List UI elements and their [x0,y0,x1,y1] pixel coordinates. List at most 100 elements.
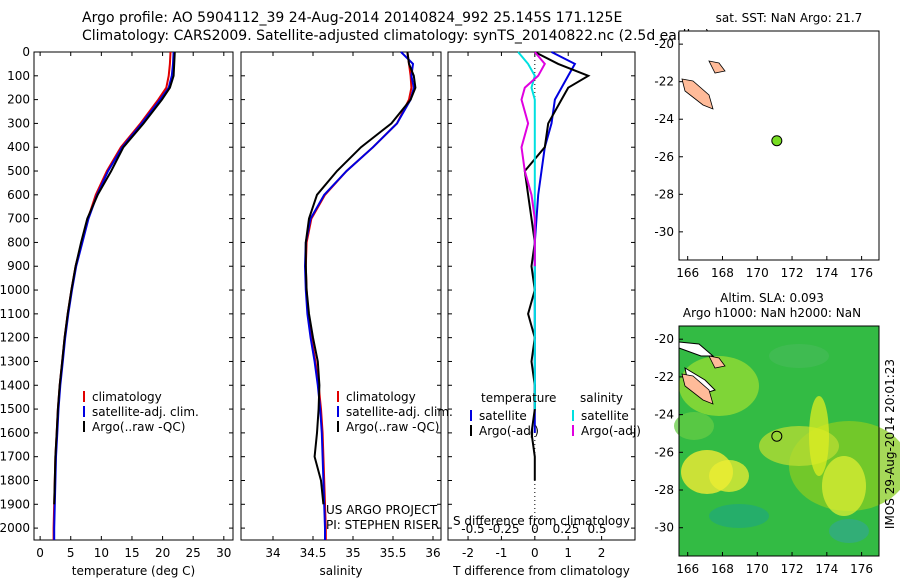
sst-title: sat. SST: NaN Argo: 21.7 [716,11,863,25]
map-frame [678,30,880,261]
argo-position-marker [771,430,783,442]
argo-height-title: Argo h1000: NaN h2000: NaN [683,306,861,320]
depth-tick-label: 500 [7,164,30,178]
map-x-tick-label: 168 [711,562,734,576]
x-tick-label: -2 [462,546,474,560]
depth-tick-label: 1600 [0,426,30,440]
anomaly-patch [829,519,869,543]
legend-label: climatology [92,390,162,404]
depth-tick-label: 1900 [0,497,30,511]
project-annotation: US ARGO PROJECT [326,503,438,517]
salinity-diff-tick-label: 0 [531,522,539,536]
profile-title: Argo profile: AO 5904112_39 24-Aug-2014 … [82,10,623,26]
panel-frame [33,51,234,541]
depth-tick-label: 1800 [0,473,30,487]
depth-tick-label: 1200 [0,331,30,345]
anomaly-patch [709,460,749,492]
panel-frame [447,51,636,541]
x-axis-label: T difference from climatology [452,564,630,578]
depth-tick-label: 1300 [0,354,30,368]
map-y-tick-label: -28 [654,187,674,201]
legend-label: Argo(-adj) [479,424,539,438]
map-frame [678,325,880,557]
x-tick-label: 30 [216,546,231,560]
depth-tick-label: 1500 [0,402,30,416]
depth-tick-label: 1700 [0,450,30,464]
x-tick-label: 1 [564,546,572,560]
x-tick-label: 20 [155,546,170,560]
salinity-diff-tick-label: -0.5 [461,522,484,536]
salinity-diff-tick-label: 0.25 [553,522,580,536]
depth-tick-label: 200 [7,93,30,107]
map-x-tick-label: 166 [676,266,699,280]
depth-tick-label: 900 [7,259,30,273]
legend-title: salinity [580,391,623,405]
depth-tick-label: 800 [7,235,30,249]
legend-label: satellite-adj. clim. [346,405,453,419]
depth-tick-label: 0 [22,45,30,59]
map-x-tick-label: 172 [781,266,804,280]
map-y-tick-label: -28 [654,483,674,497]
x-tick-label: 5 [67,546,75,560]
x-tick-label: 2 [598,546,606,560]
series-line [517,51,536,410]
x-tick-label: 0 [36,546,44,560]
legend-label: satellite-adj. clim. [92,405,199,419]
map-x-tick-label: 174 [815,562,838,576]
depth-tick-label: 2000 [0,521,30,535]
x-tick-label: 35.5 [380,546,407,560]
series-line [53,51,176,505]
map-y-tick-label: -20 [654,37,674,51]
depth-tick-label: 700 [7,212,30,226]
salinity-diff-tick-label: 0.5 [587,522,606,536]
land-new-caledonia [681,78,714,110]
series-line [304,51,417,505]
land-island [708,60,726,74]
map-x-tick-label: 166 [676,562,699,576]
anomaly-patch [679,356,759,416]
map-y-tick-label: -30 [654,521,674,535]
x-tick-label: 35 [345,546,360,560]
depth-tick-label: 100 [7,69,30,83]
map-x-tick-label: 170 [746,266,769,280]
depth-tick-label: 1100 [0,307,30,321]
salinity-diff-tick-label: -0.25 [488,522,519,536]
legend-title: temperature [481,391,556,405]
legend-label: satellite [581,409,629,423]
secondary-axis-label: S difference from climatology [453,514,630,528]
imos-timestamp: IMOS 29-Aug-2014 20:01:23 [883,359,897,529]
pi-annotation: PI: STEPHEN RISER [326,518,439,532]
map-x-tick-label: 170 [746,562,769,576]
depth-tick-label: 300 [7,116,30,130]
map-x-tick-label: 174 [815,266,838,280]
x-tick-label: 36 [425,546,440,560]
x-tick-label: 34 [265,546,280,560]
argo-position-marker [771,135,783,147]
x-tick-label: 34.5 [300,546,327,560]
map-y-tick-label: -20 [654,332,674,346]
legend-label: climatology [346,390,416,404]
anomaly-patch [674,412,714,440]
map-x-tick-label: 168 [711,266,734,280]
legend-label: Argo(..raw -QC) [346,420,439,434]
legend-label: Argo(..raw -QC) [92,420,185,434]
x-axis-label: temperature (deg C) [72,564,195,578]
panel-frame [240,51,442,541]
map-y-tick-label: -30 [654,225,674,239]
map-y-tick-label: -24 [654,112,674,126]
sla-title: Altim. SLA: 0.093 [720,291,824,305]
map-y-tick-label: -26 [654,445,674,459]
land-new-caledonia [681,373,714,405]
map-y-tick-label: -22 [654,370,674,384]
series-line [520,51,547,267]
depth-tick-label: 1000 [0,283,30,297]
map-y-tick-label: -22 [654,75,674,89]
map-x-tick-label: 176 [850,266,873,280]
anomaly-patch [809,396,829,476]
anomaly-patch [769,344,829,368]
anomaly-patch [709,504,769,528]
x-axis-label: salinity [319,564,362,578]
depth-tick-label: 400 [7,140,30,154]
x-tick-label: 25 [186,546,201,560]
